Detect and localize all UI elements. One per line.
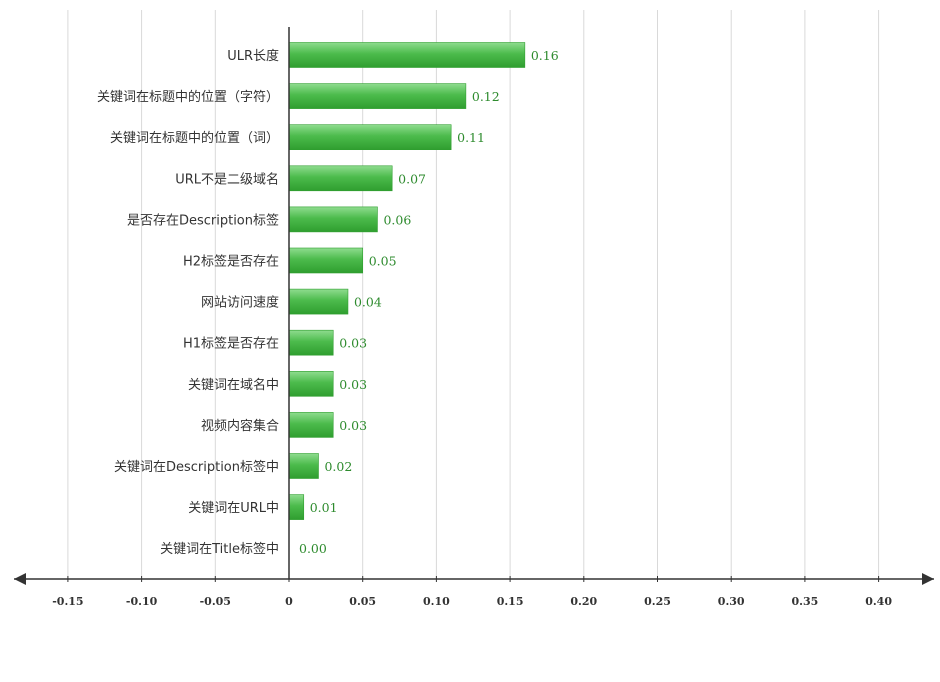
data-label: 0.03 [339, 377, 367, 392]
category-label: 关键词在标题中的位置（词） [110, 130, 279, 146]
data-label: 0.16 [531, 48, 559, 63]
bar [288, 247, 363, 274]
category-label: URL不是二级域名 [175, 171, 279, 187]
category-label: 关键词在URL中 [188, 501, 279, 516]
x-tick-label: 0.15 [497, 595, 524, 608]
labels: -0.15 -0.10 -0.05 0 0.05 0.10 0.15 0.20 0.25 0.30… [52, 48, 892, 608]
x-tick-label: 0.20 [570, 595, 597, 608]
x-tick-label: 0.40 [865, 595, 892, 608]
bar [288, 494, 305, 520]
bar [288, 206, 378, 233]
bar [288, 453, 319, 479]
category-label: 视频内容集合 [201, 418, 279, 434]
bar [288, 288, 349, 315]
bar [288, 370, 334, 397]
category-label: 关键词在Title标签中 [160, 541, 279, 557]
data-label: 0.03 [339, 336, 367, 351]
bar [288, 124, 452, 150]
data-label: 0.05 [369, 254, 397, 269]
bar [288, 83, 467, 109]
x-tick-label: -0.15 [52, 595, 83, 608]
category-label: 是否存在Description标签 [127, 212, 279, 228]
bars [288, 42, 526, 520]
bar [288, 165, 393, 192]
data-label: 0.12 [472, 89, 500, 104]
data-label: 0.11 [457, 130, 485, 145]
x-tick-label: 0.35 [792, 595, 819, 608]
category-label: ULR长度 [227, 48, 279, 64]
x-tick-label: 0.30 [718, 595, 745, 608]
gridlines [67, 10, 880, 579]
category-label: H2标签是否存在 [183, 254, 279, 270]
category-label: 关键词在域名中 [188, 377, 279, 393]
x-tick-label: 0.25 [644, 595, 671, 608]
x-tick-label: 0 [285, 595, 293, 608]
bar [288, 412, 334, 438]
category-label: H1标签是否存在 [183, 336, 279, 352]
data-label: 0.06 [383, 212, 411, 227]
category-label: 关键词在标题中的位置（字符） [97, 89, 279, 105]
data-label: 0.02 [324, 459, 352, 474]
data-label: 0.04 [354, 295, 382, 310]
bar [288, 42, 526, 68]
category-label: 网站访问速度 [201, 295, 279, 311]
x-tick-label: -0.10 [126, 595, 158, 608]
category-label: 关键词在Description标签中 [114, 459, 279, 475]
x-tick-label: 0.05 [349, 595, 376, 608]
data-label: 0.01 [310, 500, 338, 515]
x-tick-label: 0.10 [423, 595, 450, 608]
bar [288, 329, 334, 356]
data-label: 0.07 [398, 171, 426, 186]
data-label: 0.00 [299, 541, 327, 556]
axes [14, 27, 934, 585]
data-label: 0.03 [339, 418, 367, 433]
x-tick-label: -0.05 [200, 595, 231, 608]
